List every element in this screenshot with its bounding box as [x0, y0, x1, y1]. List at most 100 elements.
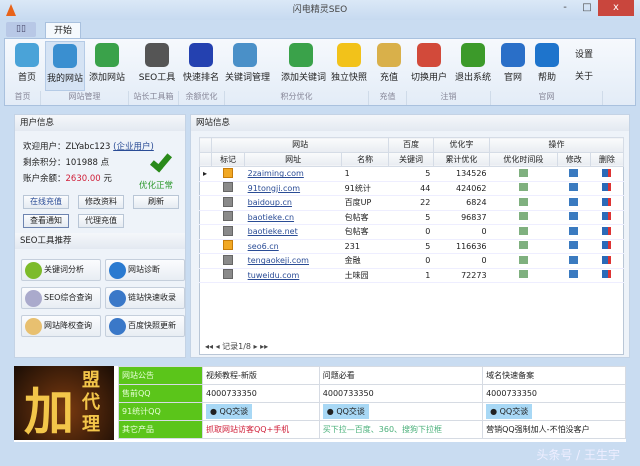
delete-icon[interactable]: [602, 197, 612, 206]
site-url-link[interactable]: tengaokeji.com: [247, 256, 309, 266]
seo-tool-button[interactable]: 关键词分析: [21, 259, 101, 281]
table-row[interactable]: ▸ 2zaiming.com 1 5 134526: [199, 166, 624, 182]
delete-icon[interactable]: [602, 212, 612, 221]
seo-tool-button[interactable]: 链站快速收录: [105, 287, 185, 309]
delete-icon[interactable]: [602, 226, 612, 235]
edit-icon[interactable]: [569, 212, 579, 221]
site-url-link[interactable]: 2zaiming.com: [247, 169, 304, 179]
ribbon-button-12[interactable]: 帮助: [527, 41, 567, 83]
edit-icon[interactable]: [569, 226, 579, 235]
delete-icon[interactable]: [602, 255, 612, 264]
maximize-button[interactable]: □: [582, 2, 592, 13]
bar-chart-icon[interactable]: [518, 255, 528, 264]
ribbon-button-6[interactable]: 添加关键词: [281, 41, 326, 83]
agent-recharge-button[interactable]: 代理充值: [78, 214, 124, 228]
info-cell[interactable]: 营销QQ强制加人-不怕没客户: [482, 420, 626, 439]
column-header[interactable]: 删除: [589, 151, 625, 167]
table-row[interactable]: tengaokeji.com 金融 0 0: [199, 253, 624, 269]
seo-tool-button[interactable]: 百度快照更新: [105, 315, 185, 337]
info-cell[interactable]: 域名快速备案: [482, 366, 626, 385]
column-header[interactable]: 修改: [556, 151, 591, 167]
ribbon-button-4[interactable]: 快速排名: [181, 41, 221, 83]
qq-chat-button[interactable]: ● QQ交谈: [322, 404, 369, 419]
table-row[interactable]: seo6.cn 231 5 116636: [199, 239, 624, 254]
minimize-button[interactable]: -: [563, 2, 567, 13]
mark-star-icon[interactable]: [223, 225, 234, 236]
user-type-link[interactable]: (企业用户): [113, 142, 154, 152]
table-row[interactable]: 91tongji.com 91统计 44 424062: [199, 181, 624, 196]
delete-icon[interactable]: [602, 270, 612, 279]
ribbon-button-8[interactable]: 充值: [369, 41, 409, 83]
mark-star-icon[interactable]: [223, 182, 234, 193]
online-recharge-button[interactable]: 在线充值: [23, 195, 69, 209]
ribbon-button-10[interactable]: 退出系统: [453, 41, 493, 83]
pager[interactable]: ◂◂ ◂ 记录1/8 ▸ ▸▸: [205, 342, 269, 351]
seo-tool-button[interactable]: 网站降权查询: [21, 315, 101, 337]
mark-star-icon[interactable]: [223, 240, 234, 251]
ribbon-button-0[interactable]: 首页: [7, 41, 47, 83]
delete-icon[interactable]: [602, 168, 612, 177]
table-row[interactable]: baotieke.net 包帖客 0 0: [199, 224, 624, 240]
file-menu-button[interactable]: ▯▯: [6, 22, 36, 37]
ribbon-button-5[interactable]: 关键词管理: [225, 41, 270, 83]
bar-chart-icon[interactable]: [518, 212, 528, 221]
column-header[interactable]: 优化时间段: [489, 151, 558, 167]
qq-chat-button[interactable]: ● QQ交谈: [206, 404, 253, 419]
mark-star-icon[interactable]: [223, 211, 234, 222]
bar-chart-icon[interactable]: [518, 183, 528, 192]
ribbon-button-9[interactable]: 切换用户: [409, 41, 449, 83]
column-header[interactable]: 累计优化: [432, 151, 491, 167]
column-header[interactable]: 网址: [244, 151, 343, 167]
ribbon-button-7[interactable]: 独立快照: [329, 41, 369, 83]
seo-tool-button[interactable]: 网站诊断: [105, 259, 185, 281]
info-cell[interactable]: 问题必看: [318, 366, 484, 385]
edit-icon[interactable]: [569, 270, 579, 279]
table-row[interactable]: tuweidu.com 土味园 1 72273: [199, 268, 624, 283]
mark-star-icon[interactable]: [223, 196, 234, 207]
ribbon-button-2[interactable]: 添加网站: [87, 41, 127, 83]
site-url-link[interactable]: baidoup.cn: [247, 198, 292, 208]
view-notice-button[interactable]: 查看通知: [23, 214, 69, 228]
qq-chat-button[interactable]: ● QQ交谈: [486, 404, 533, 419]
info-cell[interactable]: 抓取网站访客QQ+手机: [202, 420, 320, 439]
bar-chart-icon[interactable]: [518, 197, 528, 206]
site-url-link[interactable]: baotieke.cn: [247, 212, 295, 222]
column-header[interactable]: 名称: [341, 151, 390, 167]
edit-icon[interactable]: [569, 183, 579, 192]
close-button[interactable]: x: [598, 0, 634, 16]
edit-icon[interactable]: [569, 197, 579, 206]
bar-chart-icon[interactable]: [518, 226, 528, 235]
edit-profile-button[interactable]: 修改资料: [78, 195, 124, 209]
edit-icon[interactable]: [569, 255, 579, 264]
column-header[interactable]: 关键词: [388, 151, 434, 167]
edit-icon[interactable]: [569, 168, 579, 177]
join-agent-banner[interactable]: 加 盟代理: [14, 366, 114, 441]
table-row[interactable]: baotieke.cn 包帖客 5 96837: [199, 210, 624, 225]
ribbon-side-0[interactable]: 设置: [575, 50, 594, 60]
tab-start[interactable]: 开始: [45, 22, 81, 39]
refresh-button[interactable]: 刷新: [133, 195, 179, 209]
bar-chart-icon[interactable]: [518, 168, 528, 177]
total-optimize: 6824: [433, 195, 490, 211]
site-url-link[interactable]: baotieke.net: [247, 227, 298, 237]
mark-star-icon[interactable]: [223, 254, 234, 265]
info-cell[interactable]: 买下拉—百度、360、搜狗下拉框: [318, 420, 484, 439]
ribbon-button-3[interactable]: SEO工具: [137, 41, 177, 83]
ribbon-button-1[interactable]: 我的网站: [45, 41, 85, 91]
site-url-link[interactable]: 91tongji.com: [247, 183, 301, 193]
site-url-link[interactable]: tuweidu.com: [247, 270, 300, 280]
mark-star-icon[interactable]: [223, 167, 234, 178]
column-header[interactable]: 标记: [210, 151, 246, 167]
bar-chart-icon[interactable]: [518, 241, 528, 250]
mark-star-icon[interactable]: [223, 269, 234, 280]
delete-icon[interactable]: [602, 183, 612, 192]
ribbon-button-11[interactable]: 官网: [493, 41, 533, 83]
seo-tool-button[interactable]: SEO综合查询: [21, 287, 101, 309]
delete-icon[interactable]: [602, 241, 612, 250]
table-row[interactable]: baidoup.cn 百度UP 22 6824: [199, 195, 624, 211]
bar-chart-icon[interactable]: [518, 270, 528, 279]
ribbon-side-1[interactable]: 关于: [575, 72, 594, 82]
site-url-link[interactable]: seo6.cn: [247, 241, 279, 251]
edit-icon[interactable]: [569, 241, 579, 250]
info-cell[interactable]: 视频教程-新版: [202, 366, 320, 385]
